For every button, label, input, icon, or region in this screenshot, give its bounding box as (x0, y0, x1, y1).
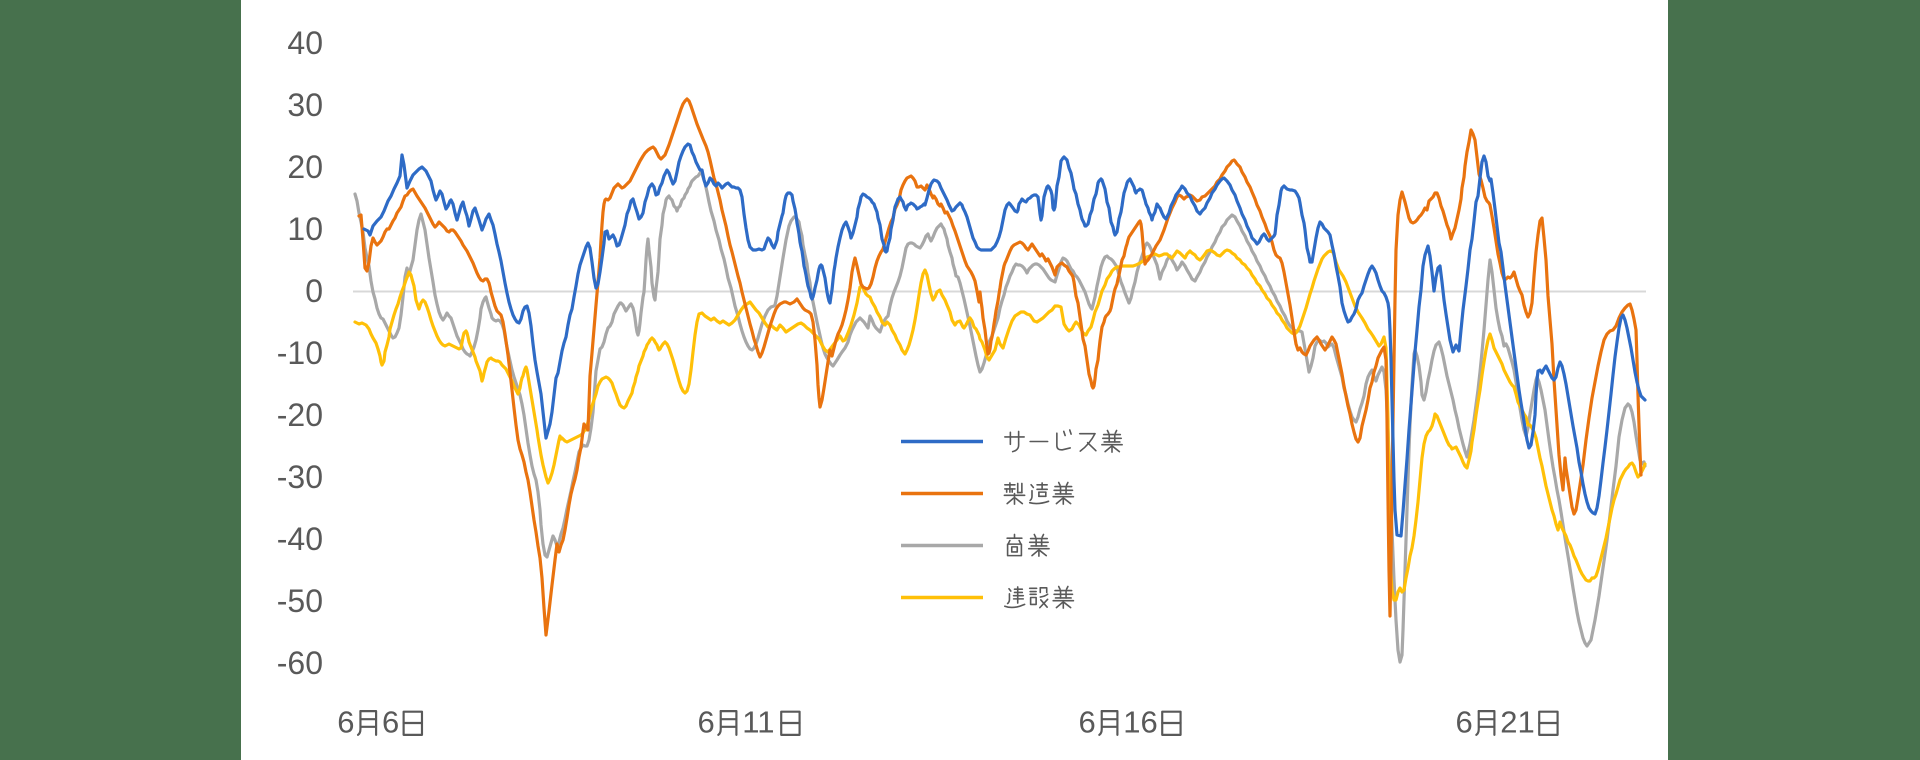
svg-text:-30: -30 (277, 459, 323, 495)
svg-text:6: 6 (1456, 705, 1473, 740)
svg-text:-10: -10 (277, 335, 323, 371)
svg-text:6: 6 (1079, 705, 1096, 740)
svg-text:-20: -20 (277, 397, 323, 433)
svg-text:6: 6 (698, 705, 715, 740)
svg-text:6: 6 (382, 705, 399, 740)
svg-text:40: 40 (287, 25, 323, 61)
svg-text:10: 10 (287, 211, 323, 247)
svg-text:11: 11 (742, 705, 774, 740)
svg-text:20: 20 (287, 149, 323, 185)
svg-text:-50: -50 (277, 583, 323, 619)
svg-text:6: 6 (337, 705, 354, 740)
svg-text:30: 30 (287, 87, 323, 123)
svg-text:0: 0 (305, 273, 323, 309)
svg-text:-40: -40 (277, 521, 323, 557)
svg-text:21: 21 (1500, 705, 1534, 740)
svg-text:16: 16 (1123, 705, 1157, 740)
svg-text:-60: -60 (277, 645, 323, 681)
